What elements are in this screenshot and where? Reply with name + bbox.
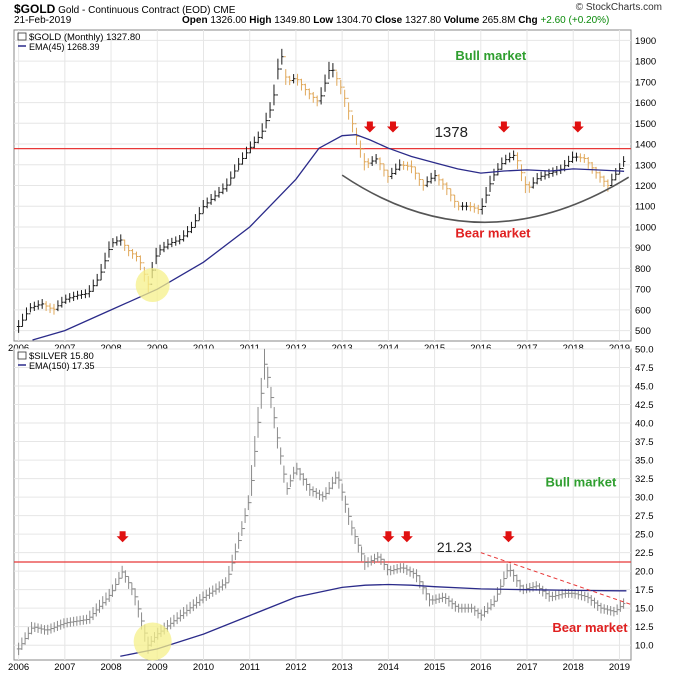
x-tick-label: 2019: [609, 662, 630, 673]
ema-line: [120, 583, 627, 657]
x-tick-label: 2014: [378, 662, 399, 673]
y-tick-label: 37.5: [635, 437, 654, 448]
plot-frame: [13, 348, 632, 661]
y-tick-label: 700: [635, 285, 651, 296]
legend-price: $SILVER 15.80: [29, 351, 94, 362]
legend-price: $GOLD (Monthly) 1327.80: [29, 32, 140, 43]
ema-line: [32, 134, 625, 341]
legend-ema: EMA(150) 17.35: [29, 361, 95, 371]
open-value: 1326.00: [210, 15, 247, 26]
y-tick-label: 1100: [635, 202, 655, 213]
x-tick-label: 2018: [563, 662, 584, 673]
low-label: Low: [313, 15, 334, 26]
y-tick-label: 42.5: [635, 400, 654, 411]
down-arrow: [386, 121, 399, 133]
stockcharts-watermark: © StockCharts.com: [575, 2, 662, 13]
x-tick-label: 2006: [8, 662, 29, 673]
close-label: Close: [374, 15, 403, 26]
down-arrow: [502, 531, 515, 543]
low-value: 1304.70: [336, 15, 373, 26]
y-tick-label: 32.5: [635, 474, 654, 485]
y-tick-label: 50.0: [635, 345, 654, 356]
y-tick-label: 22.5: [635, 548, 654, 559]
highlight-circle: [133, 622, 172, 661]
volume-value: 265.8M: [482, 15, 516, 26]
y-tick-label: 47.5: [635, 363, 654, 374]
down-arrow: [571, 121, 584, 133]
x-tick-label: 2009: [147, 662, 168, 673]
instrument-name: Gold - Continuous Contract (EOD): [58, 5, 211, 16]
y-tick-label: 500: [635, 326, 651, 337]
header-stats: Open 1326.00 High 1349.80 Low 1304.70 Cl…: [182, 15, 609, 26]
downtrend-line: [480, 552, 632, 605]
legend-ema: EMA(45) 1268.39: [29, 42, 100, 52]
y-tick-label: 1900: [635, 36, 656, 47]
y-tick-label: 12.5: [635, 622, 654, 633]
y-tick-label: 800: [635, 264, 651, 275]
down-arrow: [382, 531, 395, 543]
y-tick-label: 20.0: [635, 567, 654, 578]
volume-label: Volume: [443, 15, 480, 26]
down-arrow: [400, 531, 413, 543]
high-value: 1349.80: [274, 15, 311, 26]
y-tick-label: 1200: [635, 181, 656, 192]
rounding-bottom-arc: [341, 174, 630, 224]
resistance-label: 21.23: [437, 539, 472, 555]
x-tick-label: 2017: [516, 662, 537, 673]
x-tick-label: 2015: [424, 662, 445, 673]
high-label: High: [249, 15, 272, 26]
legend-icon: [17, 32, 27, 41]
chart-header: $GOLD Gold - Continuous Contract (EOD) C…: [14, 2, 662, 28]
header-title-line: $GOLD Gold - Continuous Contract (EOD) C…: [14, 2, 235, 16]
bull-market-label: Bull market: [545, 475, 616, 490]
y-tick-label: 900: [635, 243, 651, 254]
x-tick-label: 2007: [54, 662, 75, 673]
down-arrow: [116, 531, 129, 543]
chg-label: Chg: [518, 15, 538, 26]
y-tick-label: 27.5: [635, 511, 654, 522]
panel-gold: 500 600 700 800 900 1000 1100 1200 1300 1400 1500 1…: [8, 29, 656, 354]
open-label: Open: [182, 15, 208, 26]
y-tick-label: 1600: [635, 98, 656, 109]
x-tick-label: 2016: [470, 662, 491, 673]
y-tick-label: 17.5: [635, 585, 654, 596]
header-date: 21-Feb-2019: [14, 15, 72, 26]
y-tick-label: 1700: [635, 77, 656, 88]
x-tick-label: 2012: [285, 662, 306, 673]
panel-silver: 10.0 12.5 15.0 17.5 20.0 22.5 25.0 27.5 30.0 32.5…: [8, 345, 653, 673]
bear-market-label: Bear market: [552, 620, 628, 635]
down-arrow: [497, 121, 510, 133]
y-tick-label: 1400: [635, 140, 656, 151]
y-tick-label: 40.0: [635, 419, 654, 430]
y-tick-label: 600: [635, 305, 651, 316]
bull-market-label: Bull market: [455, 48, 526, 63]
highlight-circle: [135, 268, 170, 303]
y-tick-label: 1000: [635, 222, 656, 233]
y-tick-label: 1800: [635, 57, 656, 68]
y-tick-label: 25.0: [635, 530, 654, 541]
y-tick-label: 35.0: [635, 456, 654, 467]
x-tick-label: 2008: [100, 662, 121, 673]
y-tick-label: 15.0: [635, 604, 654, 615]
x-tick-label: 2010: [193, 662, 214, 673]
symbol-label: $GOLD: [14, 2, 56, 16]
y-tick-label: 10.0: [635, 641, 654, 652]
bear-market-label: Bear market: [455, 225, 531, 240]
y-tick-label: 45.0: [635, 382, 654, 393]
y-tick-label: 1500: [635, 119, 656, 130]
down-arrow: [363, 121, 376, 133]
x-tick-label: 2011: [239, 662, 259, 673]
close-value: 1327.80: [404, 15, 442, 26]
x-tick-label: 2013: [332, 662, 353, 673]
y-tick-label: 1300: [635, 160, 656, 171]
exchange-label: CME: [213, 5, 236, 16]
resistance-label: 1378: [435, 124, 468, 141]
legend-icon: [17, 351, 27, 360]
y-tick-label: 30.0: [635, 493, 654, 504]
chg-value: +2.60 (+0.20%): [540, 15, 610, 26]
